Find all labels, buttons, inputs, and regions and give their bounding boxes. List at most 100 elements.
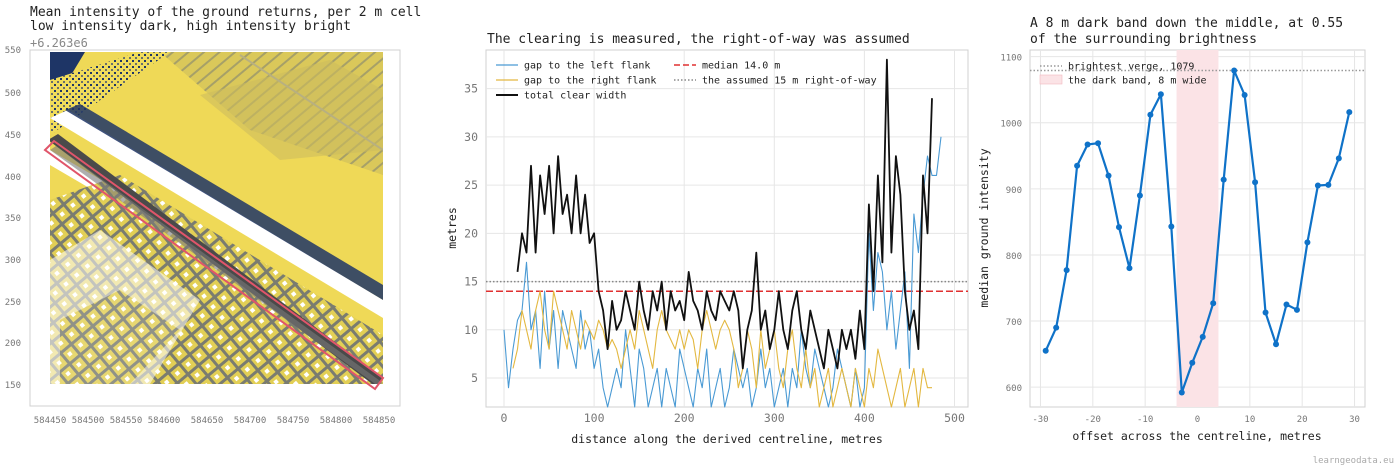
profile-point — [1314, 182, 1321, 189]
map-x-tick: 584800 — [320, 416, 353, 426]
profile-point — [1283, 301, 1290, 308]
map-x-tick: 584600 — [148, 416, 181, 426]
profile-point — [1335, 155, 1342, 162]
clearing-ticks: 0 100 200 300 400 500 5 10 15 20 25 30 35 — [464, 82, 965, 425]
legend-total-width: total clear width — [524, 91, 626, 102]
map-y-tick: 250 — [5, 298, 21, 308]
profile-point — [1147, 111, 1154, 118]
map-title-line-2: low intensity dark, high intensity brigh… — [30, 19, 351, 34]
map-x-tick: 584750 — [277, 416, 310, 426]
profile-ticks: -30 -20 -10 0 10 20 30 600 700 800 900 1000 1100 — [1000, 54, 1360, 425]
profile-title-line-2: of the surrounding brightness — [1030, 32, 1257, 47]
x-tick-label: 20 — [1297, 415, 1308, 425]
y-tick-label: 800 — [1006, 252, 1022, 262]
panel-clearing-chart: The clearing is measured, the right-of-w… — [445, 32, 969, 446]
x-tick-label: 100 — [584, 411, 605, 425]
map-y-tick: 350 — [5, 214, 21, 224]
profile-point — [1178, 389, 1185, 396]
profile-point — [1252, 179, 1259, 186]
x-tick-label: 30 — [1349, 415, 1360, 425]
clearing-x-label: distance along the derived centreline, m… — [571, 432, 883, 446]
y-tick-label: 15 — [464, 275, 478, 289]
series-line — [503, 136, 942, 408]
profile-point — [1231, 67, 1238, 74]
profile-dark-band — [1176, 50, 1219, 407]
corridor-outline — [43, 139, 385, 391]
x-tick-label: -30 — [1032, 415, 1048, 425]
y-tick-label: 900 — [1006, 186, 1022, 196]
map-y-tick: 550 — [5, 46, 21, 56]
y-tick-label: 10 — [464, 323, 478, 337]
map-x-tick: 584550 — [110, 416, 143, 426]
y-tick-label: 700 — [1006, 318, 1022, 328]
profile-y-label: median ground intensity — [977, 148, 991, 307]
profile-point — [1095, 140, 1102, 147]
x-tick-label: 0 — [501, 411, 508, 425]
map-y-tick: 400 — [5, 173, 21, 183]
y-tick-label: 1100 — [1000, 54, 1022, 64]
map-y-tick: 200 — [5, 339, 21, 349]
map-x-tick: 584850 — [363, 416, 396, 426]
profile-point — [1084, 141, 1091, 148]
intensity-raster — [50, 52, 383, 384]
x-tick-label: 500 — [944, 411, 965, 425]
clearing-plot-area — [485, 49, 969, 408]
profile-point — [1220, 176, 1227, 183]
profile-point — [1273, 341, 1280, 348]
x-tick-label: -20 — [1085, 415, 1101, 425]
map-y-tick: 300 — [5, 256, 21, 266]
profile-point — [1210, 300, 1217, 307]
profile-point — [1136, 192, 1143, 199]
profile-point — [1074, 162, 1081, 169]
y-tick-label: 5 — [471, 371, 478, 385]
y-tick-label: 600 — [1006, 384, 1022, 394]
map-y-tick: 150 — [5, 381, 21, 391]
y-tick-label: 35 — [464, 82, 478, 96]
map-x-tick: 584450 — [34, 416, 67, 426]
profile-point — [1168, 223, 1175, 230]
legend-assumed-row: the assumed 15 m right-of-way — [702, 76, 877, 87]
panel-intensity-map: Mean intensity of the ground returns, pe… — [5, 5, 422, 426]
profile-point — [1293, 306, 1300, 313]
legend-dark-band: the dark band, 8 m wide — [1068, 76, 1206, 87]
dark-band-rect — [1176, 50, 1219, 407]
clearing-reference-lines — [486, 280, 968, 292]
x-tick-label: 300 — [764, 411, 785, 425]
profile-point — [1063, 267, 1070, 274]
profile-point — [1115, 224, 1122, 231]
profile-point — [1053, 324, 1060, 331]
y-tick-label: 30 — [464, 130, 478, 144]
profile-title-line-1: A 8 m dark band down the middle, at 0.55 — [1030, 16, 1343, 31]
clearing-legend: gap to the left flank gap to the right f… — [496, 61, 877, 102]
clearing-title: The clearing is measured, the right-of-w… — [487, 32, 910, 47]
profile-series — [1042, 67, 1353, 396]
watermark: learngeodata.eu — [1313, 456, 1394, 466]
legend-swatch-band — [1039, 74, 1063, 85]
profile-point — [1241, 91, 1248, 98]
legend-median: median 14.0 m — [702, 61, 780, 72]
series-line — [512, 290, 932, 408]
profile-point — [1325, 181, 1332, 188]
clearing-y-label: metres — [445, 207, 459, 249]
legend-brightest-verge: brightest verge, 1079 — [1068, 62, 1194, 73]
y-tick-label: 25 — [464, 178, 478, 192]
x-tick-label: 200 — [674, 411, 695, 425]
map-x-tick: 584500 — [72, 416, 105, 426]
profile-point — [1042, 347, 1049, 354]
clearing-series — [503, 58, 942, 408]
x-tick-label: 400 — [854, 411, 875, 425]
profile-point — [1346, 109, 1353, 116]
profile-point — [1189, 359, 1196, 366]
map-title-line-1: Mean intensity of the ground returns, pe… — [30, 5, 421, 20]
legend-right-flank: gap to the right flank — [524, 76, 656, 87]
profile-point — [1304, 239, 1311, 246]
map-offset-text: +6.263e6 — [30, 36, 88, 50]
map-y-tick: 450 — [5, 131, 21, 141]
x-tick-label: 0 — [1195, 415, 1200, 425]
profile-point — [1199, 333, 1206, 340]
profile-point — [1262, 309, 1269, 316]
x-tick-label: 10 — [1244, 415, 1255, 425]
y-tick-label: 20 — [464, 226, 478, 240]
map-axes: 584450 584500 584550 584600 584650 58470… — [5, 46, 396, 426]
